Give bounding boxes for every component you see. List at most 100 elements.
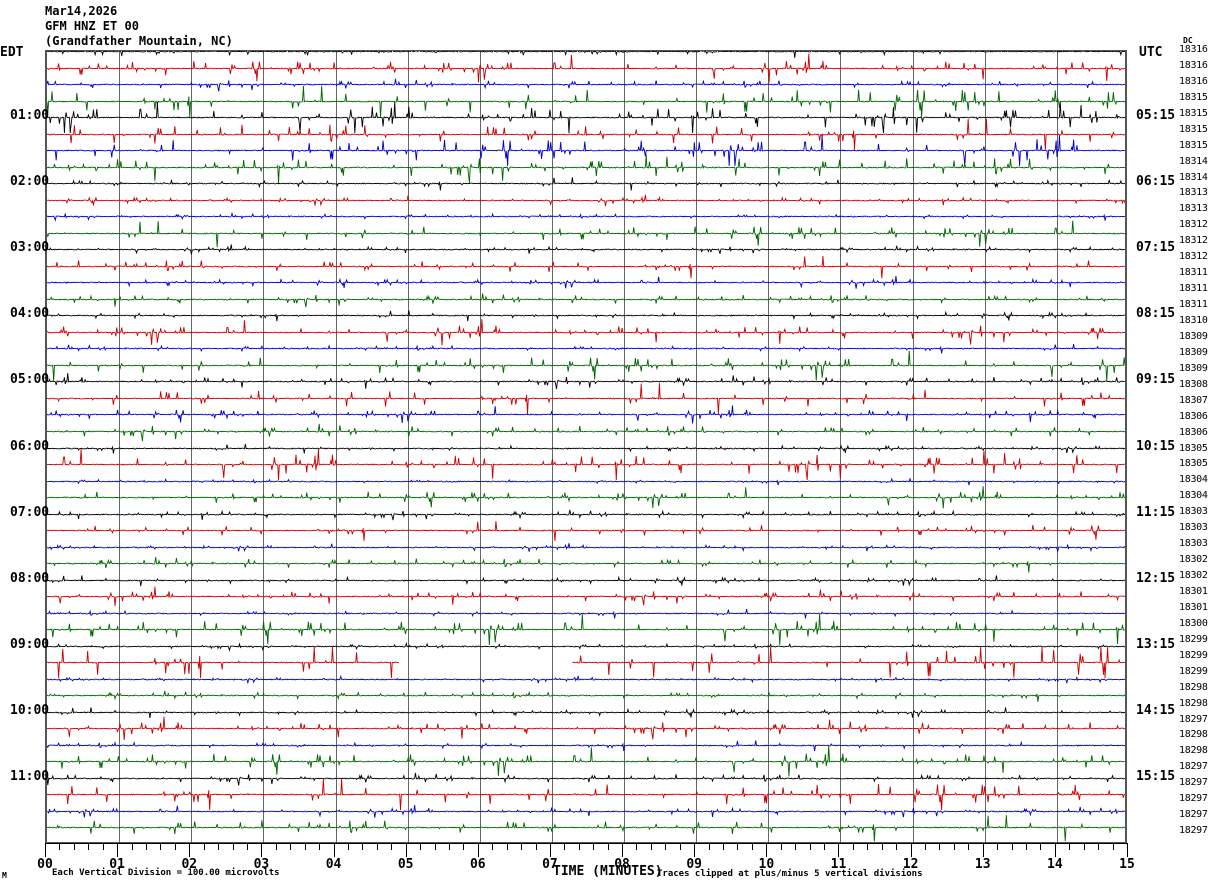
x-tick-minor xyxy=(506,843,508,850)
x-tick-minor xyxy=(246,843,248,850)
x-tick-minor xyxy=(939,843,941,850)
dc-value: 18303 xyxy=(1179,506,1208,518)
x-tick-major xyxy=(838,843,840,857)
x-tick-major xyxy=(766,843,768,857)
dc-value: 18309 xyxy=(1179,330,1208,342)
trace-row xyxy=(47,531,1125,564)
dc-value: 18309 xyxy=(1179,346,1208,358)
utc-time-label: 09:15 xyxy=(1136,372,1176,388)
grid-line-minute-4 xyxy=(335,51,337,842)
trace-row xyxy=(47,646,1125,679)
x-axis-title: TIME (MINUTES) xyxy=(553,864,663,879)
x-tick-major xyxy=(333,843,335,857)
dc-value: 18308 xyxy=(1179,378,1208,390)
x-tick-minor xyxy=(131,843,133,850)
utc-time-label: 07:15 xyxy=(1136,240,1176,256)
x-tick-minor xyxy=(751,843,753,850)
trace-row xyxy=(47,696,1125,729)
x-tick-minor xyxy=(1069,843,1071,850)
x-tick-minor xyxy=(232,843,234,850)
grid-line-minute-13 xyxy=(984,51,986,842)
utc-time-label: 10:15 xyxy=(1136,438,1176,454)
x-tick-label: 11 xyxy=(830,857,847,872)
dc-value: 18315 xyxy=(1179,91,1208,103)
x-tick-minor xyxy=(1040,843,1042,850)
dc-value: 18302 xyxy=(1179,554,1208,566)
helicorder-plot[interactable] xyxy=(45,50,1127,843)
x-tick-minor xyxy=(1098,843,1100,850)
dc-value: 18312 xyxy=(1179,235,1208,247)
dc-value: 18311 xyxy=(1179,299,1208,311)
dc-value: 18312 xyxy=(1179,251,1208,263)
trace-row xyxy=(47,498,1125,531)
edt-time-label: 02:00 xyxy=(10,174,50,190)
x-tick-label: 15 xyxy=(1119,857,1135,872)
x-tick-major xyxy=(1054,843,1056,857)
trace-row xyxy=(47,811,1125,842)
x-tick-label: 12 xyxy=(902,857,919,872)
trace-row xyxy=(47,481,1125,514)
dc-value: 18306 xyxy=(1179,426,1208,438)
utc-time-label: 12:15 xyxy=(1136,570,1176,586)
trace-row xyxy=(47,465,1125,498)
x-tick-label: 14 xyxy=(1047,857,1063,872)
x-tick-minor xyxy=(896,843,898,850)
x-tick-minor xyxy=(535,843,537,850)
trace-row xyxy=(47,564,1125,597)
x-tick-minor xyxy=(636,843,638,850)
grid-line-minute-14 xyxy=(1056,51,1058,842)
x-tick-minor xyxy=(809,843,811,850)
dc-value: 18312 xyxy=(1179,219,1208,231)
x-tick-label: 05 xyxy=(397,857,414,872)
dc-value: 18301 xyxy=(1179,601,1208,613)
x-tick-minor xyxy=(59,843,61,850)
x-tick-major xyxy=(405,843,407,857)
utc-time-label: 05:15 xyxy=(1136,108,1176,124)
x-tick-minor xyxy=(492,843,494,850)
x-tick-minor xyxy=(867,843,869,850)
x-tick-major xyxy=(910,843,912,857)
trace-row xyxy=(47,349,1125,382)
edt-time-label: 01:00 xyxy=(10,108,50,124)
dc-value: 18314 xyxy=(1179,171,1208,183)
trace-row xyxy=(47,217,1125,250)
trace-row xyxy=(47,398,1125,431)
x-tick-major xyxy=(189,843,191,857)
grid-line-minute-6 xyxy=(479,51,481,842)
dc-value: 18313 xyxy=(1179,203,1208,215)
dc-value: 18304 xyxy=(1179,474,1208,486)
trace-container xyxy=(47,51,1125,842)
edt-time-label: 07:00 xyxy=(10,504,50,520)
dc-value: 18309 xyxy=(1179,362,1208,374)
x-tick-minor xyxy=(434,843,436,850)
x-tick-minor xyxy=(578,843,580,850)
x-tick-minor xyxy=(852,843,854,850)
x-axis-line xyxy=(45,843,1127,844)
grid-line-minute-10 xyxy=(768,51,770,842)
x-tick-minor xyxy=(650,843,652,850)
dc-value: 18298 xyxy=(1179,697,1208,709)
x-tick-minor xyxy=(953,843,955,850)
trace-row xyxy=(47,795,1125,828)
trace-row xyxy=(47,85,1125,118)
x-tick-minor xyxy=(881,843,883,850)
axis-label-edt: EDT xyxy=(0,45,24,60)
dc-value: 18299 xyxy=(1179,665,1208,677)
x-tick-minor xyxy=(1026,843,1027,850)
trace-row xyxy=(47,729,1125,762)
trace-row xyxy=(47,266,1125,299)
x-tick-label: 08 xyxy=(614,857,630,872)
trace-row xyxy=(47,597,1125,630)
trace-row xyxy=(47,184,1125,217)
x-tick-minor xyxy=(275,843,277,850)
grid-line-minute-8 xyxy=(624,51,626,842)
grid-line-minute-1 xyxy=(119,51,121,842)
edt-time-label: 09:00 xyxy=(10,636,50,652)
x-tick-minor xyxy=(564,843,566,850)
dc-value: 18303 xyxy=(1179,538,1208,550)
x-tick-minor xyxy=(463,843,465,850)
trace-row xyxy=(47,200,1125,233)
edt-time-label: 04:00 xyxy=(10,306,50,322)
x-tick-major xyxy=(982,843,984,857)
trace-row xyxy=(47,101,1125,134)
